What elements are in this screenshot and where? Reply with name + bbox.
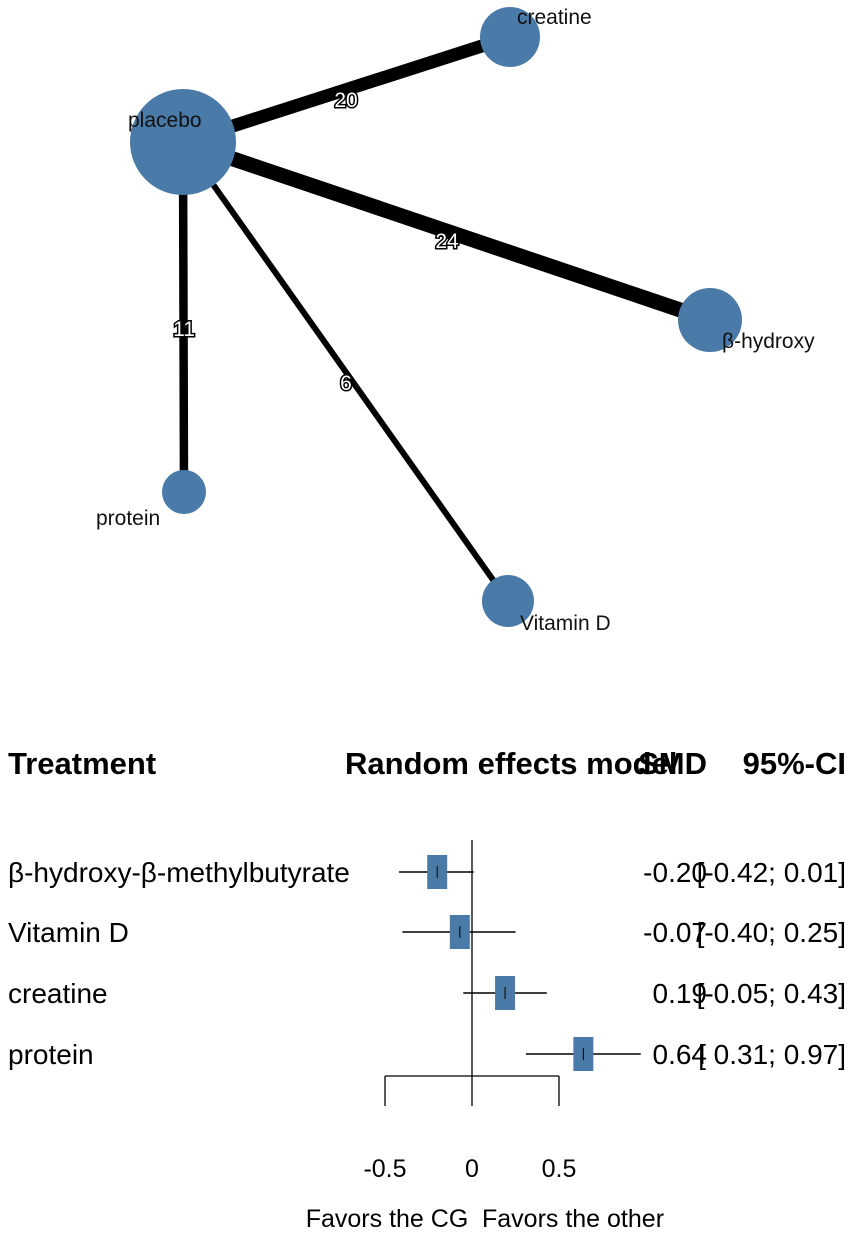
row-label-vitamin-d: Vitamin D [8,917,129,948]
edge-label-protein: 11 [173,318,195,341]
node-label-placebo: placebo [128,109,202,132]
node-placebo [130,89,236,195]
x-tick-label-0: -0.5 [363,1155,406,1183]
ci-value-hydroxy-methylbutyrate: [-0.42; 0.01] [697,857,846,888]
smd-value-creatine: 0.19 [653,978,708,1009]
smd-value-vitamin-d: -0.07 [643,917,707,948]
smd-value-protein: 0.64 [653,1039,708,1070]
row-label-protein: protein [8,1039,94,1070]
ci-value-protein: [ 0.31; 0.97] [698,1039,846,1070]
header-ci: 95%-CI [743,746,846,781]
node-vitamin-d [482,575,534,627]
row-label-creatine: creatine [8,978,108,1009]
node-hydroxy [678,288,742,352]
ci-value-creatine: [-0.05; 0.43] [697,978,846,1009]
edge-label-vitamin-d: 6 [340,372,352,395]
edge-placebo-creatine [181,30,512,149]
network-graph: 20 24 11 6 placebo creatine β-hydroxy protein V… [96,6,815,635]
edge-label-creatine: 20 [334,89,357,112]
edge-label-hydroxy: 24 [435,230,459,253]
header-treatment: Treatment [8,746,156,781]
edge-placebo-protein [178,141,189,493]
x-tick-label-2: 0.5 [542,1155,577,1183]
node-protein [162,470,206,514]
header-smd: SMD [638,746,707,781]
ci-value-vitamin-d: [-0.40; 0.25] [697,917,846,948]
node-label-protein: protein [96,507,160,530]
edge-placebo-hydroxy [180,134,713,328]
header-model: Random effects model [345,746,677,781]
row-label-hydroxy-methylbutyrate: β-hydroxy-β-methylbutyrate [8,857,350,888]
edge-placebo-vitamin-d [180,140,511,603]
favors-right-label: Favors the other [482,1205,664,1233]
node-label-vitamin-d: Vitamin D [520,612,611,635]
favors-left-label: Favors the CG [306,1205,469,1233]
node-label-hydroxy: β-hydroxy [722,330,815,353]
x-tick-label-1: 0 [465,1155,479,1183]
node-creatine [480,7,540,67]
smd-value-hydroxy-methylbutyrate: -0.20 [643,857,707,888]
node-label-creatine: creatine [517,6,592,29]
forest-plot: Treatment Random effects model SMD 95%-C… [8,746,846,1233]
